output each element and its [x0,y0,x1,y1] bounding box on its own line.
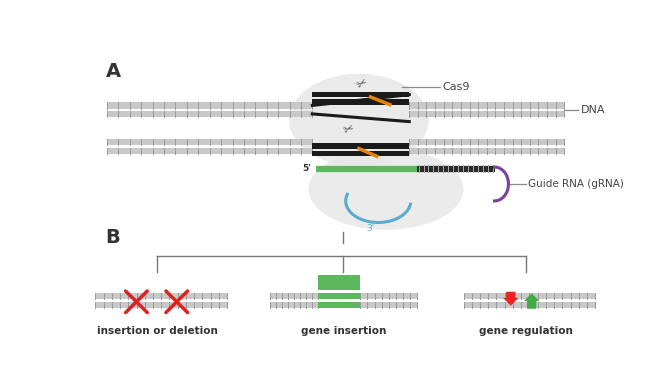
Bar [95,293,227,300]
FancyArrow shape [524,293,539,309]
Bar [409,111,564,117]
Bar [464,293,595,300]
Bar [360,302,417,308]
Ellipse shape [289,74,429,166]
Bar [360,293,417,300]
Text: 3': 3' [366,224,375,233]
Bar [318,293,360,300]
Bar [464,302,595,308]
Bar [312,99,409,105]
Bar [270,302,318,308]
Text: DNA: DNA [580,105,605,115]
Bar [107,111,312,117]
FancyArrow shape [503,292,519,306]
Text: Guide RNA (gRNA): Guide RNA (gRNA) [528,179,624,189]
Text: gene insertion: gene insertion [301,326,386,335]
Text: ✂: ✂ [342,122,356,138]
Ellipse shape [308,149,464,230]
Bar [312,143,409,149]
Text: A: A [105,62,121,81]
Bar [318,275,360,290]
Bar [318,302,360,308]
Text: B: B [105,228,120,247]
Bar [312,91,409,97]
Text: Cas9: Cas9 [443,82,470,92]
Bar [270,293,318,300]
Text: ✂: ✂ [355,75,371,92]
Bar [95,302,227,308]
Bar [107,139,312,145]
Text: insertion or deletion: insertion or deletion [97,326,218,335]
Text: gene regulation: gene regulation [478,326,572,335]
Bar [107,148,312,154]
Bar [409,148,564,154]
Bar [409,102,564,109]
Text: 5': 5' [302,164,311,173]
Bar [409,139,564,145]
Bar [312,151,409,156]
Bar [107,102,312,109]
